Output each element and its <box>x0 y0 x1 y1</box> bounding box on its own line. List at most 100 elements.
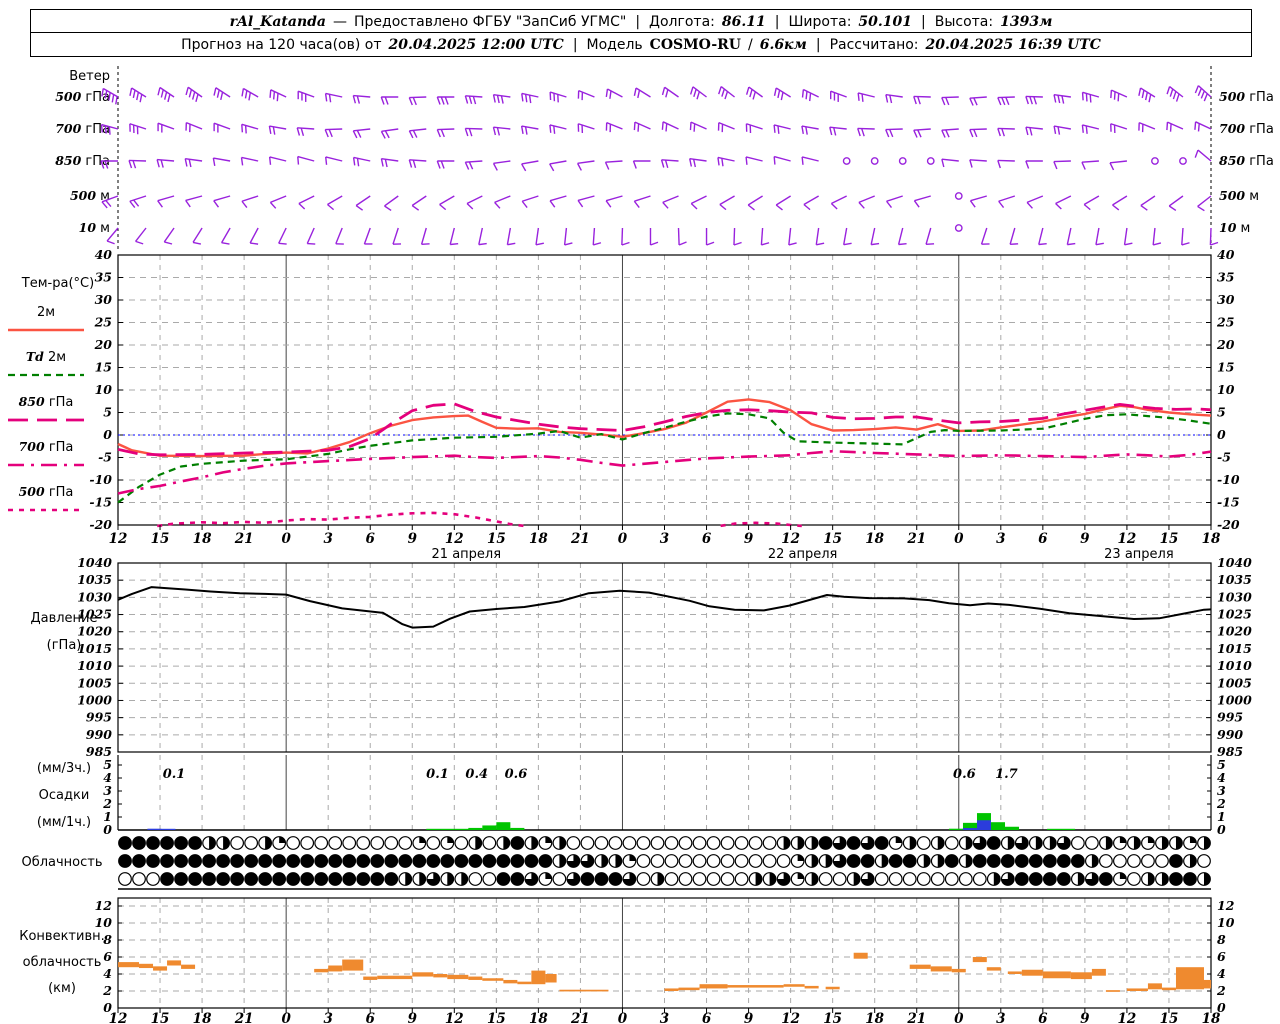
svg-text:18: 18 <box>865 1011 884 1024</box>
station-name: rAl_Katanda <box>229 13 326 30</box>
convective-cloud-bar <box>1175 967 1204 990</box>
svg-text:1040: 1040 <box>77 555 112 570</box>
precip-bar-1h <box>976 820 991 830</box>
convective-cloud-bar <box>545 974 557 983</box>
cloud-cover-icon <box>160 836 174 850</box>
convective-cloud-bar <box>139 963 154 969</box>
cloud-cover-icon <box>1197 854 1211 868</box>
svg-text:15: 15 <box>487 531 506 547</box>
svg-text:1005: 1005 <box>77 675 112 690</box>
svg-text:5: 5 <box>1217 405 1226 420</box>
cloud-cover-icon <box>762 854 777 868</box>
cloud-cover-icon <box>748 854 763 868</box>
temperature-legend: Тем-ра(°C) 2м Td 2м 850 гПа 700 гПа 500 гПа <box>8 276 94 512</box>
cloud-cover-icon <box>762 836 777 850</box>
cloud-cover-icon <box>146 872 160 886</box>
cloud-cover-icon <box>174 836 188 850</box>
svg-text:21: 21 <box>570 1011 590 1024</box>
cloud-cover-icon <box>384 872 399 886</box>
cloud-cover-icon <box>986 836 1001 850</box>
svg-text:3: 3 <box>323 531 332 547</box>
svg-text:6: 6 <box>702 1011 712 1024</box>
cloud-cover-icon <box>566 836 581 850</box>
precip-bar-3h <box>440 828 455 830</box>
svg-text:-15: -15 <box>89 495 112 510</box>
convective-cloud-bar <box>482 978 504 981</box>
convective-panel: 12 12 10 10 8 8 6 6 4 4 2 2 0 0 Конвективн. облачность (… <box>19 897 1235 1015</box>
cloud-cover-icon <box>370 836 385 850</box>
cloud-cover-icon <box>1070 836 1085 850</box>
cloud-cover-icon <box>720 872 735 886</box>
svg-text:22 апреля: 22 апреля <box>768 547 838 562</box>
svg-text:9: 9 <box>744 531 754 547</box>
cloud-cover-icon <box>734 872 749 886</box>
svg-text:18: 18 <box>1202 531 1221 547</box>
svg-text:9: 9 <box>1080 531 1090 547</box>
convective-cloud-bar <box>783 984 805 987</box>
svg-text:21: 21 <box>906 1011 926 1024</box>
convective-cloud-bar <box>951 968 966 973</box>
svg-text:985: 985 <box>1217 744 1243 759</box>
temp-series-500-гПа <box>157 511 802 528</box>
svg-text:-20: -20 <box>1217 517 1240 532</box>
svg-text:1030: 1030 <box>77 589 112 604</box>
calm-wind-icon <box>1151 157 1159 165</box>
svg-text:0.4: 0.4 <box>465 767 488 782</box>
svg-text:(мм/3ч.): (мм/3ч.) <box>37 761 91 776</box>
svg-text:Конвективн.: Конвективн. <box>19 929 105 944</box>
cloud-cover-icon <box>496 854 511 868</box>
cloud-cover-icon <box>174 872 188 886</box>
cloud-cover-icon <box>1099 854 1113 868</box>
cloud-cover-icon <box>944 836 959 850</box>
cloud-cover-icon <box>538 854 553 868</box>
svg-text:15: 15 <box>823 531 842 547</box>
cloud-cover-icon <box>524 854 539 868</box>
svg-text:995: 995 <box>1217 710 1243 725</box>
cloud-cover-icon <box>146 854 160 868</box>
cloud-cover-icon <box>356 836 371 850</box>
calculated-time: 20.04.2025 16:39 UTC <box>925 36 1101 53</box>
cloud-cover-icon <box>944 872 959 886</box>
convective-cloud-bar <box>727 985 784 988</box>
cloud-cover-icon <box>888 854 903 868</box>
svg-text:1: 1 <box>1217 809 1226 824</box>
svg-text:1: 1 <box>103 809 112 824</box>
svg-text:1020: 1020 <box>77 624 112 639</box>
convective-cloud-bar <box>664 988 679 991</box>
cloud-cover-icon <box>342 836 357 850</box>
cloud-cover-icon <box>678 872 693 886</box>
svg-text:6: 6 <box>702 531 712 547</box>
cloud-cover-icon <box>314 872 329 886</box>
cloud-cover-icon <box>426 854 441 868</box>
model-label: Модель <box>586 36 643 53</box>
temp-series-700-гПа <box>117 449 1212 495</box>
svg-text:4: 4 <box>103 966 112 981</box>
svg-text:Тем-ра(°C): Тем-ра(°C) <box>21 276 94 291</box>
temp-series-2м <box>117 398 1212 458</box>
cloud-cover-icon <box>286 836 301 850</box>
cloud-cover-icon <box>510 836 525 850</box>
cloud-cover-icon <box>1028 854 1043 868</box>
svg-text:10: 10 <box>1217 382 1235 397</box>
precip-bar-3h <box>454 828 469 830</box>
svg-text:25: 25 <box>1216 315 1234 330</box>
svg-text:5: 5 <box>1217 757 1226 772</box>
svg-text:3: 3 <box>996 531 1005 547</box>
time-gridlines <box>159 255 1170 1008</box>
cloud-cover-icon <box>244 854 259 868</box>
cloud-cover-icon <box>398 836 413 850</box>
wind-barb-row <box>100 149 1212 172</box>
cloud-cover-icon <box>720 854 735 868</box>
convective-cloud-bar <box>433 974 448 978</box>
convective-cloud-bar <box>972 957 987 963</box>
forecast-start-time: 20.04.2025 12:00 UTC <box>388 36 564 53</box>
svg-text:облачность: облачность <box>23 955 102 970</box>
svg-text:995: 995 <box>86 710 112 725</box>
precip-bar-3h <box>1061 828 1076 830</box>
calm-wind-icon <box>954 192 963 200</box>
svg-text:35: 35 <box>95 270 112 285</box>
cloud-cover-icon <box>678 836 693 850</box>
bottom-time-axis: 12 15 18 21 0 3 6 9 12 15 18 21 0 3 6 9 12 15 18 21 0 3 6 9 12 15… <box>109 1008 1221 1024</box>
cloud-cover-icon <box>1014 872 1029 886</box>
